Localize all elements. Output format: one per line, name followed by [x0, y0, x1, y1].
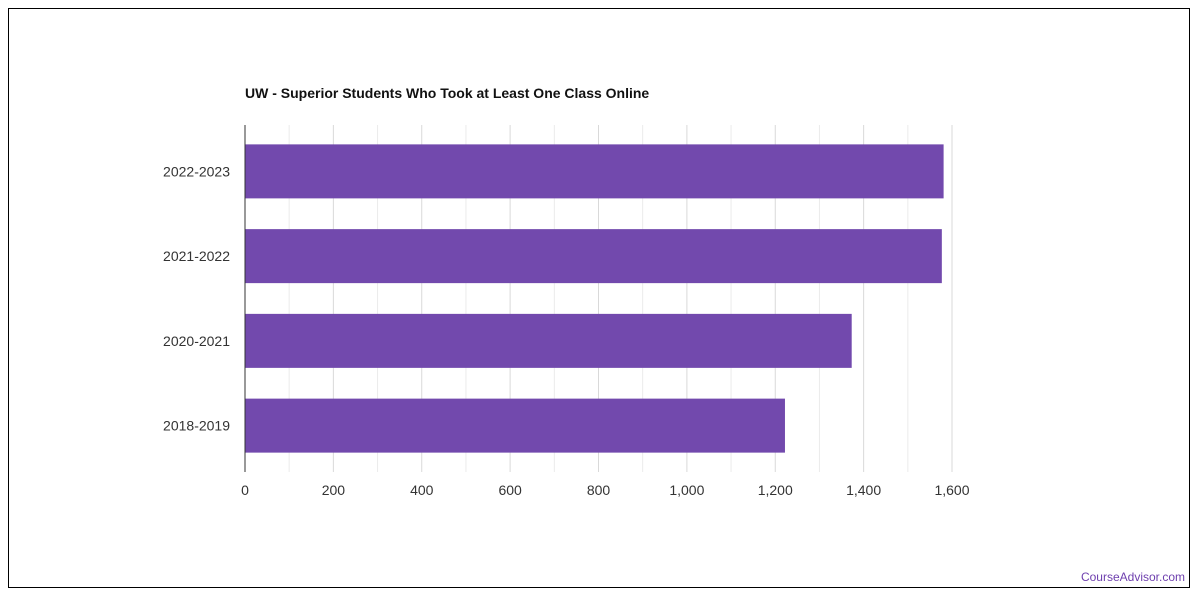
bar [245, 398, 785, 453]
category-label: 2018-2019 [163, 418, 230, 434]
bars [245, 144, 944, 453]
axes: 2022-2023 2021-2022 2020-2021 2018-2019 0 200… [163, 125, 970, 498]
x-tick-label: 200 [322, 482, 346, 498]
x-tick-label: 1,400 [846, 482, 881, 498]
category-label: 2022-2023 [163, 163, 230, 179]
category-label: 2020-2021 [163, 333, 230, 349]
bar [245, 313, 852, 368]
x-tick-label: 1,600 [934, 482, 969, 498]
x-tick-label: 1,000 [669, 482, 704, 498]
chart-title: UW - Superior Students Who Took at Least… [245, 85, 650, 101]
category-label: 2021-2022 [163, 248, 230, 264]
x-tick-label: 400 [410, 482, 434, 498]
x-tick-label: 600 [498, 482, 522, 498]
x-tick-label: 800 [587, 482, 611, 498]
x-tick-label: 1,200 [758, 482, 793, 498]
x-tick-label: 0 [241, 482, 249, 498]
bar [245, 144, 944, 199]
bar [245, 229, 942, 284]
courseadvisor-link[interactable]: CourseAdvisor.com [1080, 570, 1185, 584]
